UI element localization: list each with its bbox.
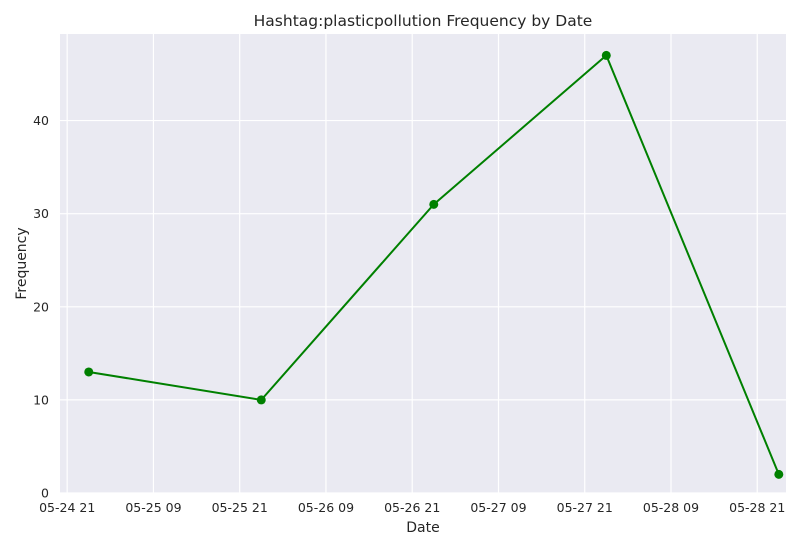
y-tick-label: 30 — [33, 206, 49, 221]
x-axis-ticks: 05-24 21 05-25 09 05-25 21 05-26 09 05-26 21… — [39, 500, 785, 515]
plot-area — [60, 34, 786, 493]
x-tick-label: 05-24 21 — [39, 500, 95, 515]
data-point — [601, 50, 611, 60]
x-tick-label: 05-25 21 — [212, 500, 268, 515]
x-tick-label: 05-27 09 — [470, 500, 526, 515]
y-axis-ticks: 0 10 20 30 40 — [33, 113, 49, 500]
data-point — [84, 367, 94, 377]
x-tick-label: 05-26 21 — [384, 500, 440, 515]
y-tick-label: 40 — [33, 113, 49, 128]
x-tick-label: 05-28 21 — [729, 500, 785, 515]
chart-title: Hashtag:plasticpollution Frequency by Da… — [254, 12, 593, 30]
series-layer — [84, 50, 784, 479]
data-point — [429, 199, 439, 209]
y-axis-title: Frequency — [14, 227, 30, 299]
x-tick-label: 05-25 09 — [125, 500, 181, 515]
y-tick-label: 20 — [33, 299, 49, 314]
x-tick-label: 05-28 09 — [643, 500, 699, 515]
y-tick-label: 10 — [33, 392, 49, 407]
x-axis-title: Date — [406, 520, 439, 536]
data-point — [774, 469, 784, 479]
x-tick-label: 05-26 09 — [298, 500, 354, 515]
grid-lines — [60, 34, 786, 494]
x-tick-label: 05-27 21 — [557, 500, 613, 515]
data-point — [256, 395, 266, 405]
y-tick-label: 0 — [41, 486, 49, 501]
